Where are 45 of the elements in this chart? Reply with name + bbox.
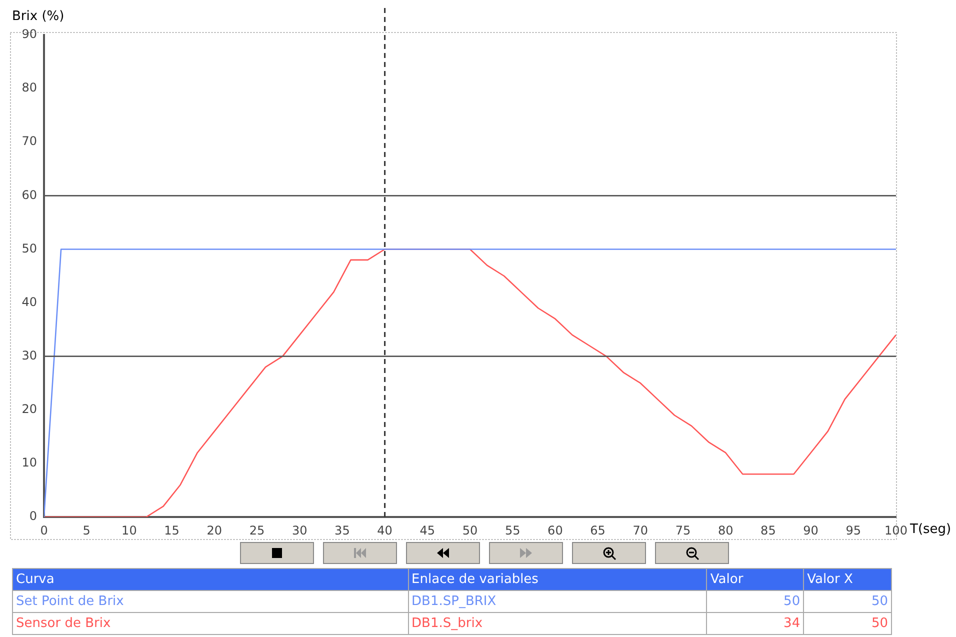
x-tick-label: 90 — [803, 523, 818, 538]
x-tick-label: 95 — [846, 523, 862, 538]
y-tick-label: 70 — [22, 134, 37, 148]
y-tick-label: 60 — [22, 188, 37, 202]
x-tick-label: 10 — [122, 523, 137, 538]
y-tick-label: 20 — [22, 402, 37, 416]
text: Curva — [12, 568, 408, 590]
y-tick-label: 30 — [22, 348, 37, 362]
x-tick-label: 30 — [292, 523, 308, 538]
y-tick-label: 0 — [29, 509, 37, 524]
x-tick-label: 55 — [504, 523, 520, 538]
text: 50 — [804, 590, 892, 612]
x-tick-label: 15 — [164, 523, 180, 538]
x-tick-label: 65 — [590, 523, 606, 538]
x-axis-title: T(seg) — [909, 522, 952, 537]
x-tick-label: 35 — [334, 523, 350, 538]
x-tick-label: 70 — [632, 523, 648, 538]
text: Sensor de Brix — [12, 612, 408, 634]
text: Enlace de variables — [408, 568, 707, 590]
y-tick-label: 40 — [22, 294, 37, 309]
text: DB1.S_brix — [408, 612, 707, 634]
y-axis-title: Brix (%) — [12, 9, 64, 24]
text: Valor — [706, 568, 804, 590]
x-tick-label: 45 — [420, 523, 436, 538]
x-tick-label: 85 — [760, 523, 776, 538]
y-tick-label: 10 — [22, 456, 37, 470]
x-tick-label: 60 — [548, 523, 563, 538]
text: DB1.SP_BRIX — [408, 590, 707, 612]
text: 34 — [706, 612, 804, 634]
text: 50 — [706, 590, 804, 612]
text: Valor X — [804, 568, 892, 590]
y-tick-label: 80 — [22, 80, 37, 95]
x-tick-label: 75 — [675, 523, 691, 538]
x-tick-label: 5 — [82, 523, 90, 538]
y-tick-label: 90 — [22, 27, 37, 42]
x-tick-label: 80 — [718, 523, 734, 538]
x-tick-label: 100 — [884, 523, 908, 538]
y-tick-label: 50 — [22, 241, 37, 256]
text: 50 — [804, 612, 892, 634]
x-tick-label: 25 — [249, 523, 265, 538]
x-tick-label: 20 — [206, 523, 222, 538]
x-tick-label: 0 — [40, 523, 48, 538]
x-tick-label: 50 — [462, 523, 478, 538]
text: Set Point de Brix — [12, 590, 408, 612]
x-tick-label: 40 — [377, 523, 392, 538]
